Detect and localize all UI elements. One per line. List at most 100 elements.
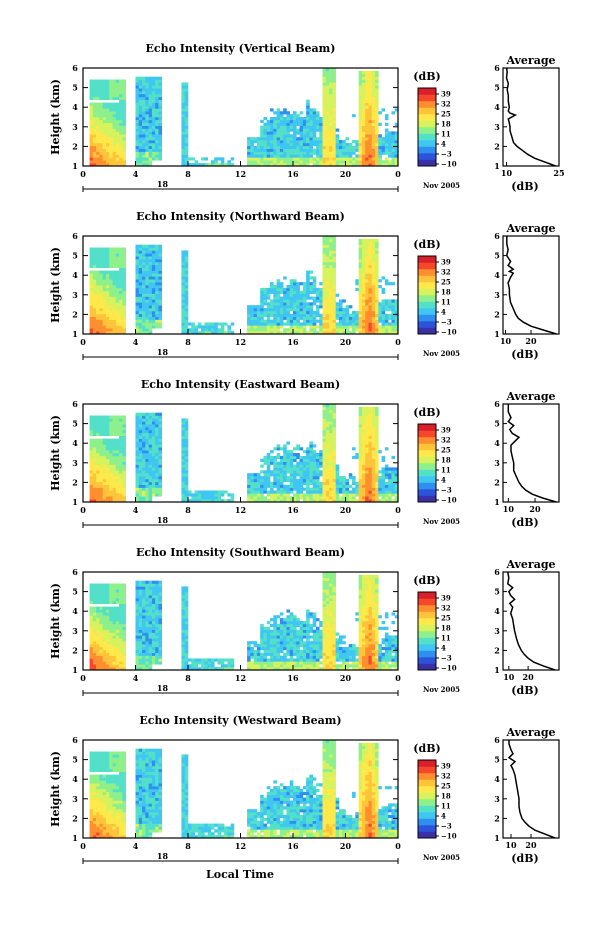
heatmap-cell (302, 455, 307, 460)
heatmap-cell (322, 302, 327, 306)
heatmap-cell (358, 453, 363, 457)
heatmap-cell (368, 154, 373, 158)
heatmap-cell (358, 412, 363, 416)
heatmap-cell (312, 473, 317, 477)
heatmap-cell (115, 299, 120, 303)
heatmap-cell (92, 424, 97, 428)
heatmap-cell (342, 308, 346, 312)
heatmap-cell (210, 499, 215, 503)
heatmap-cell (309, 467, 313, 471)
heatmap-cell (112, 586, 117, 590)
heatmap-cell (365, 299, 369, 303)
heatmap-cell (135, 473, 140, 477)
heatmap-cell (345, 499, 350, 503)
heatmap-cell (135, 493, 140, 497)
day-label: 18 (157, 179, 169, 189)
heatmap-cell (148, 259, 153, 263)
heatmap-cell (109, 623, 113, 628)
heatmap-cell (368, 313, 373, 317)
heatmap-cell (207, 496, 212, 500)
heatmap-cell (368, 470, 373, 474)
heatmap-cell (266, 293, 271, 297)
heatmap-cell (283, 119, 287, 124)
heatmap-cell (250, 487, 254, 491)
heatmap-cell (247, 310, 251, 315)
heatmap-cell (158, 142, 163, 147)
heatmap-cell (145, 432, 149, 436)
heatmap-cell (358, 496, 363, 500)
heatmap-cell (89, 119, 94, 124)
heatmap-cell (112, 273, 117, 277)
heatmap-cell (279, 296, 284, 300)
heatmap-cell (135, 76, 140, 80)
heatmap-cell (109, 302, 113, 306)
heatmap-cell (358, 238, 363, 243)
heatmap-cell (266, 157, 271, 161)
heatmap-cell (332, 134, 336, 138)
heatmap-cell (319, 296, 323, 300)
heatmap-cell (332, 424, 336, 428)
heatmap-cell (155, 264, 159, 268)
heatmap-cell (151, 151, 156, 155)
avg-y-tick-label: 2 (494, 309, 500, 319)
heatmap-cell (299, 296, 304, 300)
heatmap-cell (99, 418, 103, 422)
heatmap-cell (145, 102, 149, 106)
heatmap-cell (279, 461, 284, 465)
heatmap-cell (378, 481, 382, 485)
heatmap-cell (105, 638, 110, 642)
heatmap-cell (286, 499, 291, 503)
heatmap-cell (260, 499, 264, 503)
heatmap-cell (181, 259, 186, 263)
heatmap-cell (115, 285, 120, 289)
heatmap-cell (151, 470, 156, 474)
heatmap-cell (214, 328, 218, 332)
heatmap-cell (151, 273, 156, 277)
heatmap-cell (155, 261, 159, 266)
heatmap-cell (384, 145, 389, 149)
heatmap-cell (358, 490, 363, 494)
heatmap-cell (394, 154, 399, 158)
avg-x-tick-label: 25 (553, 168, 564, 178)
heatmap-cell (145, 134, 149, 138)
heatmap-cell (112, 250, 117, 254)
heatmap-cell (378, 478, 382, 483)
heatmap-cell (368, 134, 373, 138)
heatmap-cell (102, 447, 107, 451)
heatmap-cell (365, 145, 369, 149)
heatmap-cell (122, 481, 126, 485)
heatmap-cell (263, 481, 268, 485)
heatmap-cell (319, 325, 323, 329)
heatmap-cell (293, 499, 297, 503)
heatmap-cell (92, 122, 97, 126)
heatmap-cell (96, 458, 100, 462)
heatmap-cell (188, 157, 192, 161)
heatmap-cell (158, 131, 163, 135)
heatmap-cell (293, 476, 297, 480)
heatmap-cell (105, 154, 110, 158)
heatmap-cell (319, 455, 323, 460)
heatmap-cell (263, 160, 268, 164)
heatmap-cell (142, 418, 146, 422)
heatmap-cell (145, 119, 149, 124)
heatmap-cell (368, 296, 373, 300)
heatmap-cell (181, 145, 186, 149)
heatmap-cell (181, 461, 186, 465)
heatmap-cell (138, 270, 143, 274)
heatmap-cell (329, 285, 333, 289)
heatmap-cell (109, 82, 113, 86)
heatmap-cell (122, 111, 126, 115)
heatmap-cell (109, 145, 113, 149)
heatmap-cell (181, 470, 186, 474)
heatmap-cell (361, 415, 366, 419)
heatmap-cell (135, 450, 140, 454)
heatmap-cell (96, 313, 100, 317)
heatmap-cell (151, 421, 156, 425)
heatmap-cell (142, 412, 146, 416)
heatmap-cell (358, 470, 363, 474)
heatmap-cell (210, 163, 215, 167)
heatmap-cell (302, 473, 307, 477)
heatmap-cell (325, 241, 330, 245)
heatmap-cell (247, 163, 251, 167)
heatmap-cell (151, 244, 156, 248)
